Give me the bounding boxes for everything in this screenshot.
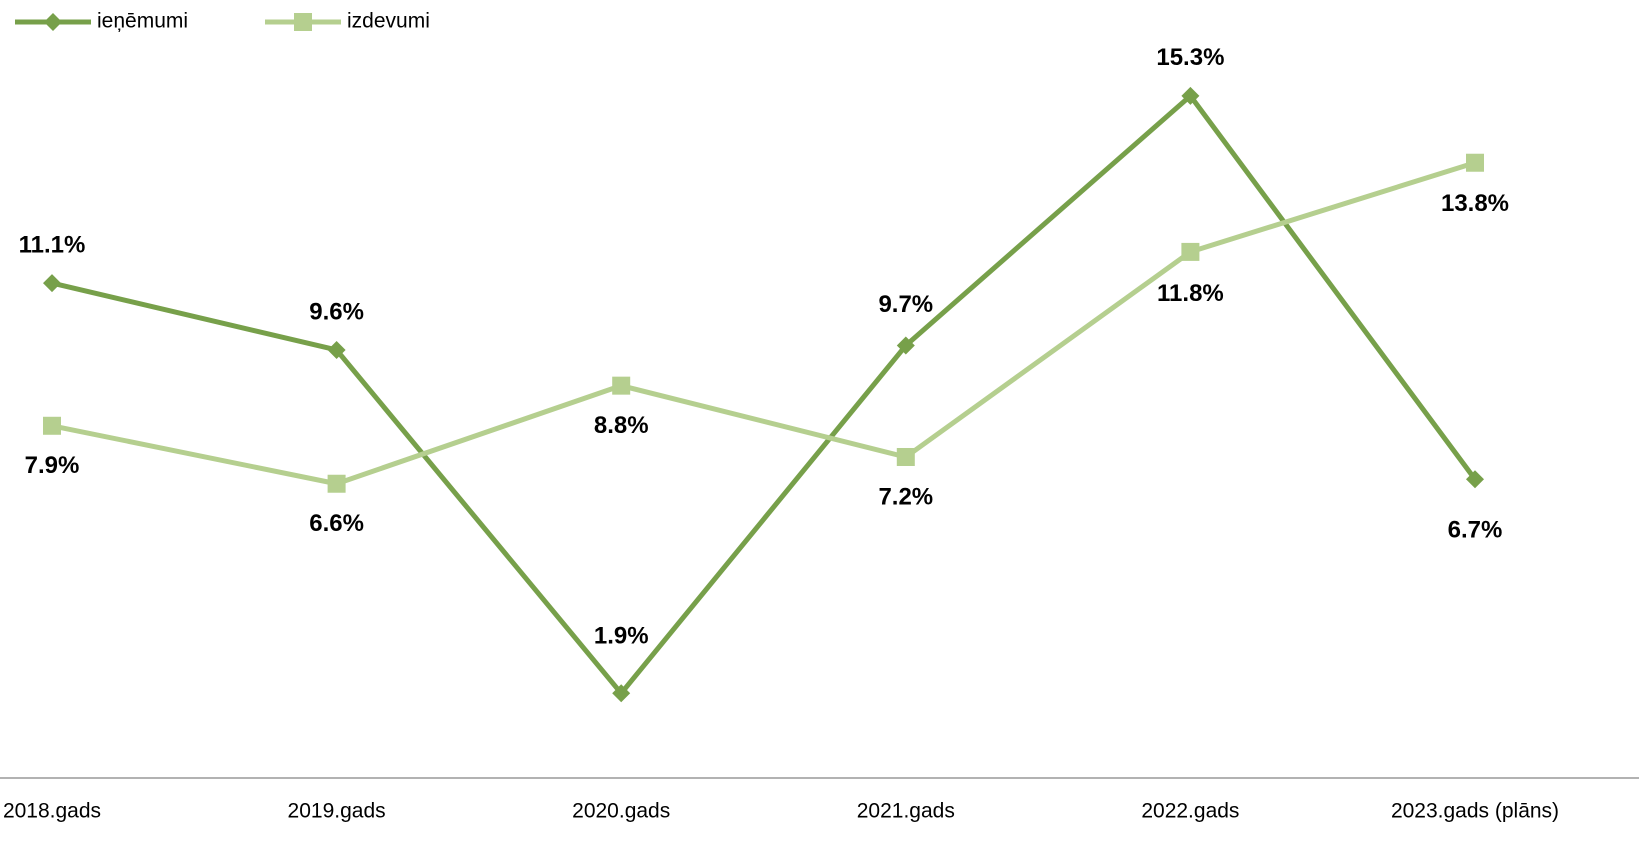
data-label: 1.9%	[594, 623, 649, 650]
legend-marker	[294, 13, 312, 31]
data-label: 6.7%	[1448, 517, 1503, 544]
data-point	[327, 474, 346, 493]
legend-marker	[44, 13, 62, 31]
data-point	[1466, 153, 1484, 172]
data-point	[896, 336, 915, 355]
data-label: 7.2%	[878, 483, 933, 510]
data-point	[1181, 86, 1200, 105]
data-label: 11.8%	[1157, 280, 1224, 307]
series-line	[51, 160, 1476, 487]
x-tick-label: 2021.gads	[857, 800, 955, 823]
legend-label: ieņēmumi	[97, 10, 188, 33]
data-label: 9.7%	[878, 291, 933, 318]
data-label: 13.8%	[1441, 190, 1509, 217]
x-tick-label: 2022.gads	[1141, 800, 1239, 823]
series-line	[51, 93, 1478, 696]
data-point	[896, 447, 915, 466]
data-point	[1466, 470, 1484, 489]
data-point	[43, 274, 61, 293]
data-point	[327, 340, 346, 359]
data-label: 9.6%	[309, 298, 364, 325]
x-tick-label: 2020.gads	[572, 800, 670, 823]
data-point	[1181, 242, 1200, 261]
data-label: 6.6%	[309, 510, 364, 537]
x-tick-label: 2018.gads	[3, 800, 101, 823]
data-point	[43, 416, 61, 435]
data-label: 8.8%	[594, 412, 649, 439]
data-label: 7.9%	[25, 452, 80, 479]
data-point	[612, 684, 631, 703]
legend-label: izdevumi	[347, 10, 430, 33]
data-point	[612, 376, 631, 395]
data-label: 11.1%	[19, 231, 86, 258]
x-tick-label: 2019.gads	[288, 800, 386, 823]
x-tick-label: 2023.gads (plāns)	[1391, 800, 1559, 823]
data-label: 15.3%	[1156, 44, 1224, 71]
